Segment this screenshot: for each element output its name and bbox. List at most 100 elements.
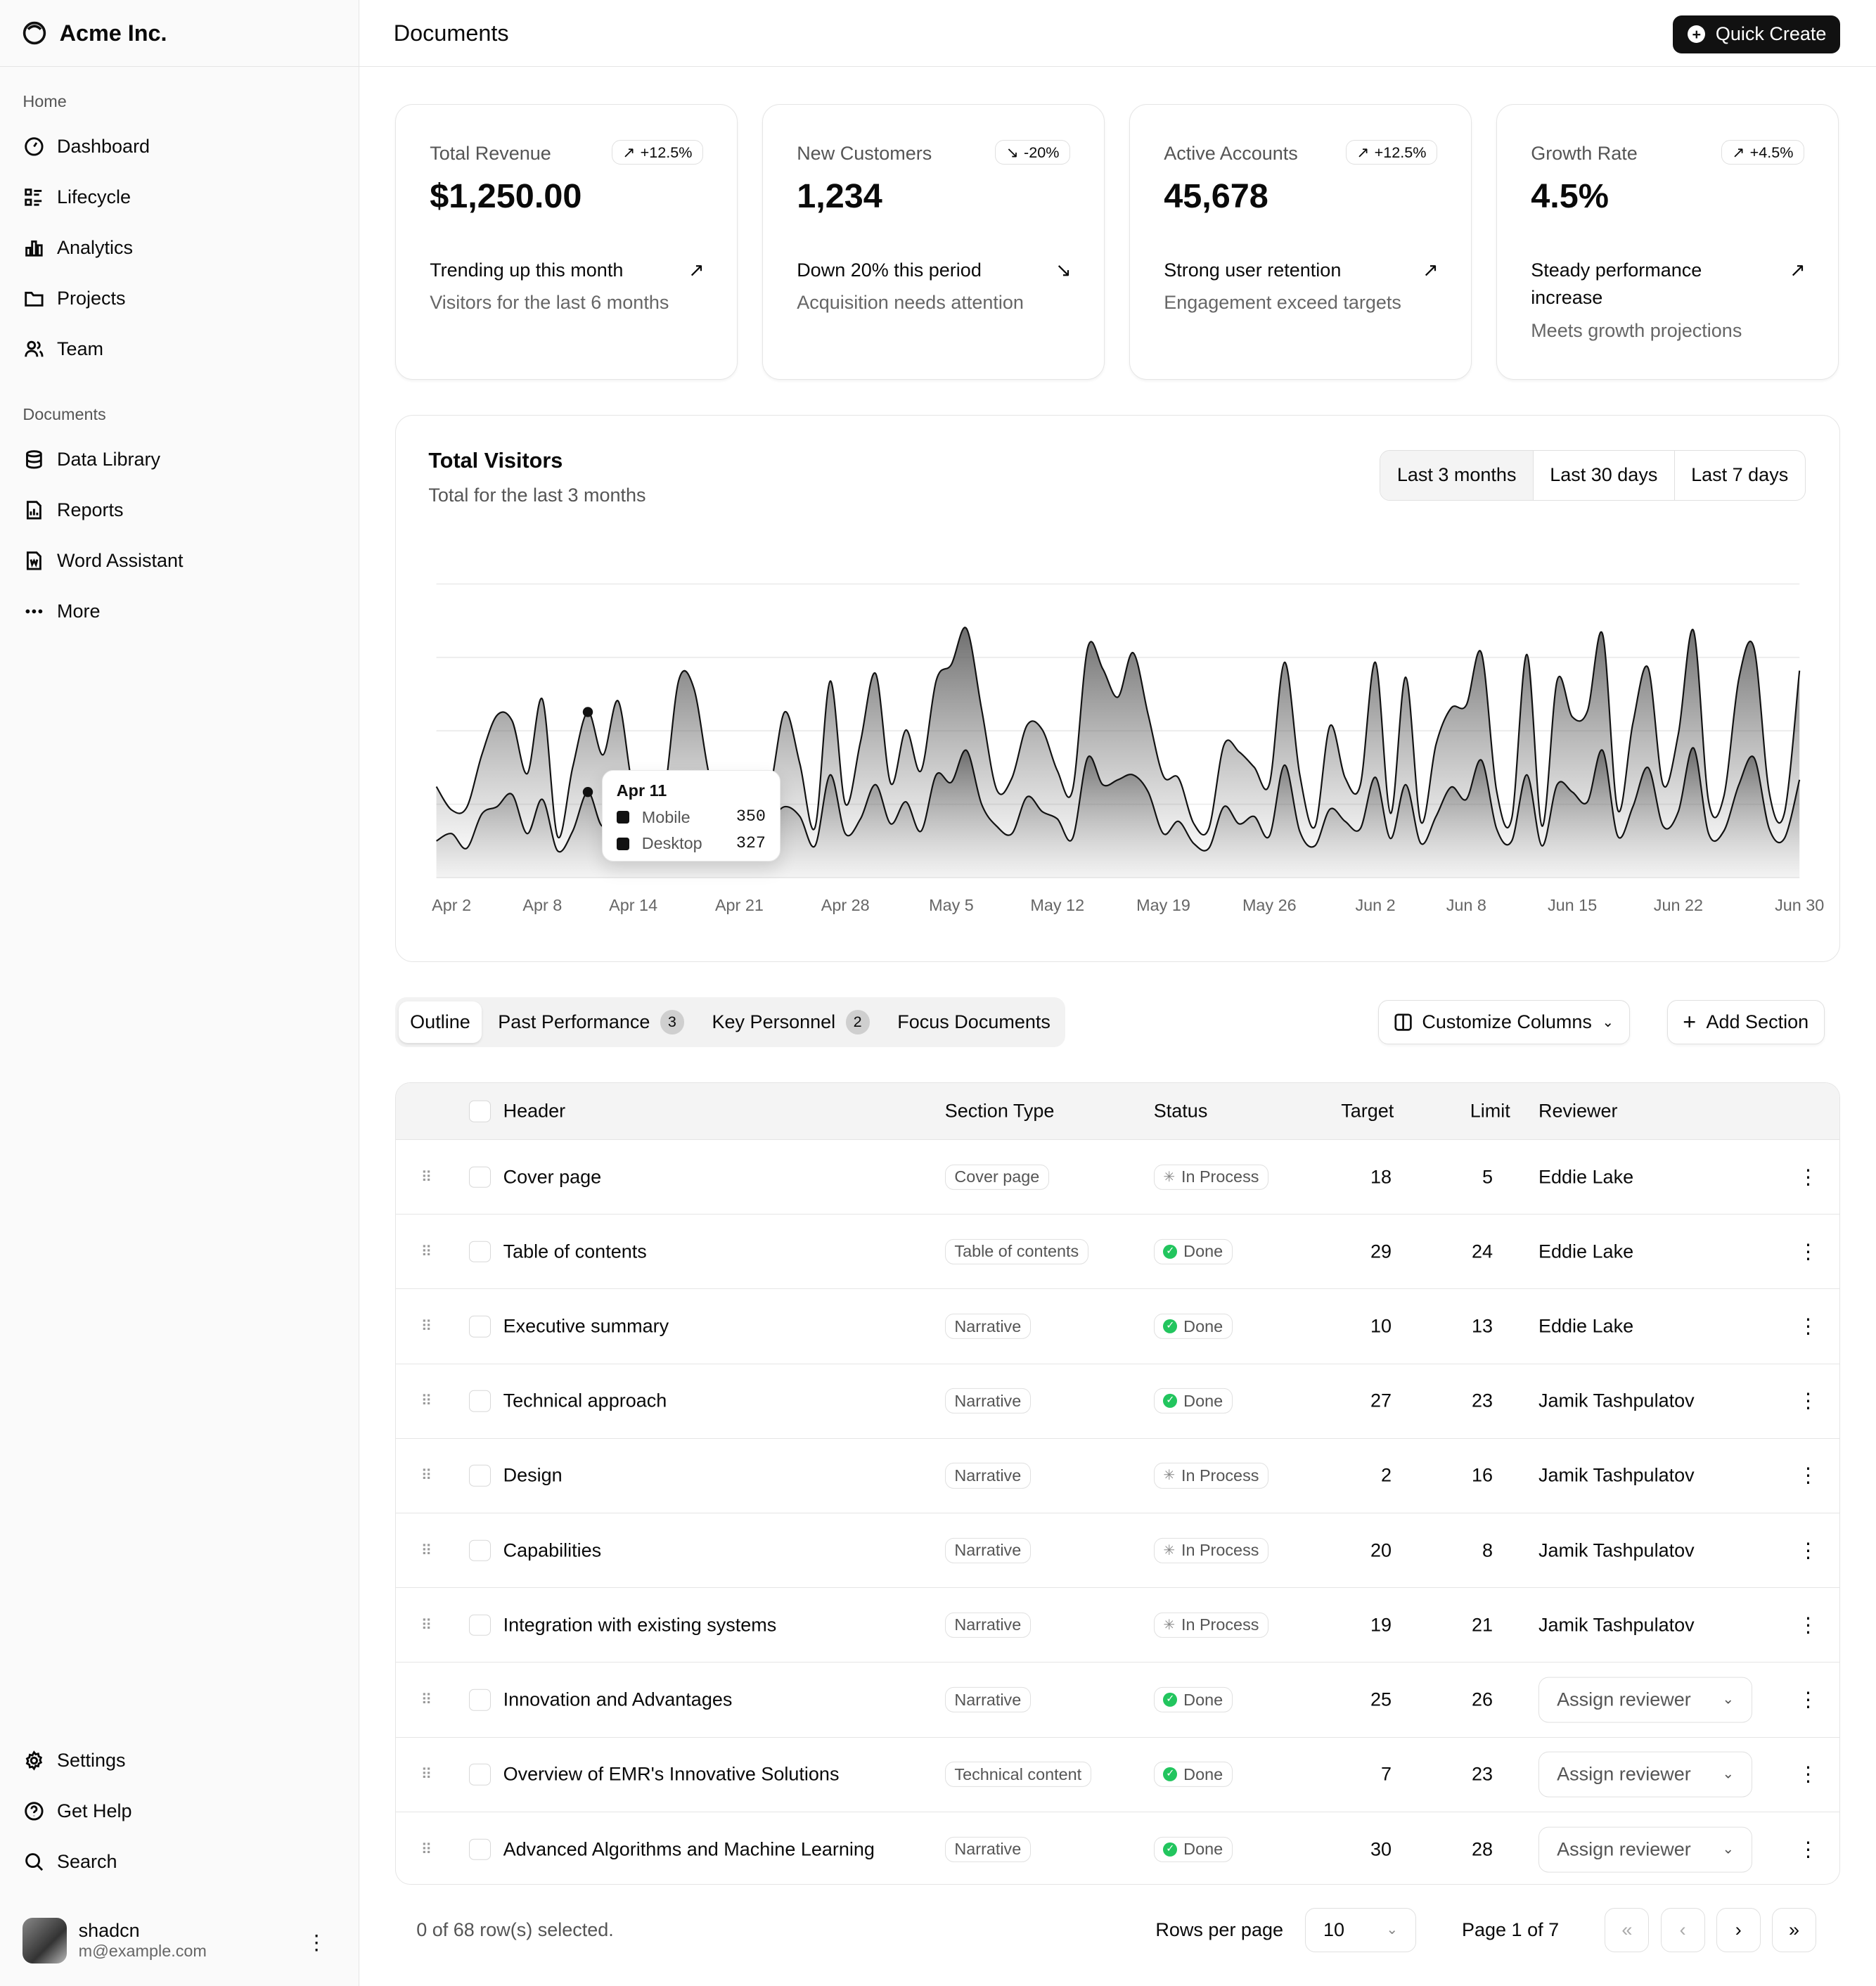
sidebar-item-dashboard[interactable]: Dashboard bbox=[0, 122, 359, 172]
brand[interactable]: Acme Inc. bbox=[0, 0, 359, 68]
user-menu[interactable]: shadcn m@example.com ⋮ bbox=[23, 1915, 339, 1966]
more-vertical-icon[interactable]: ⋮ bbox=[306, 1931, 327, 1954]
row-header[interactable]: Advanced Algorithms and Machine Learning bbox=[503, 1838, 875, 1860]
row-checkbox[interactable] bbox=[468, 1838, 491, 1861]
sidebar-item-more[interactable]: More bbox=[0, 586, 359, 636]
row-header[interactable]: Cover page bbox=[503, 1166, 602, 1188]
limit-value[interactable]: 26 bbox=[1471, 1689, 1493, 1710]
limit-value[interactable]: 21 bbox=[1471, 1614, 1493, 1636]
row-checkbox[interactable] bbox=[468, 1763, 491, 1786]
row-checkbox[interactable] bbox=[468, 1689, 491, 1711]
limit-value[interactable]: 28 bbox=[1471, 1838, 1493, 1860]
row-header[interactable]: Overview of EMR's Innovative Solutions bbox=[503, 1763, 840, 1785]
next-page-button[interactable]: › bbox=[1716, 1907, 1761, 1952]
row-actions-icon[interactable]: ⋮ bbox=[1797, 1464, 1818, 1487]
drag-handle-icon[interactable]: ⠿ bbox=[420, 1242, 432, 1260]
target-value[interactable]: 20 bbox=[1370, 1539, 1392, 1561]
first-page-button[interactable]: « bbox=[1605, 1907, 1650, 1952]
sidebar-item-data-library[interactable]: Data Library bbox=[0, 434, 359, 485]
row-actions-icon[interactable]: ⋮ bbox=[1797, 1763, 1818, 1786]
tab-focus-documents[interactable]: Focus Documents bbox=[886, 1001, 1062, 1043]
target-value[interactable]: 29 bbox=[1370, 1241, 1392, 1262]
limit-value[interactable]: 16 bbox=[1471, 1464, 1493, 1486]
row-checkbox[interactable] bbox=[468, 1315, 491, 1338]
row-header[interactable]: Executive summary bbox=[503, 1315, 669, 1337]
row-actions-icon[interactable]: ⋮ bbox=[1797, 1315, 1818, 1338]
trend-label: Steady performance increase bbox=[1531, 259, 1702, 309]
limit-value[interactable]: 8 bbox=[1482, 1539, 1493, 1561]
drag-handle-icon[interactable]: ⠿ bbox=[420, 1690, 432, 1708]
target-value[interactable]: 18 bbox=[1370, 1166, 1392, 1188]
row-header[interactable]: Table of contents bbox=[503, 1241, 647, 1262]
limit-value[interactable]: 5 bbox=[1482, 1166, 1493, 1188]
row-header[interactable]: Capabilities bbox=[503, 1539, 602, 1561]
assign-reviewer-select[interactable]: Assign reviewer ⌄ bbox=[1538, 1677, 1753, 1723]
target-value[interactable]: 2 bbox=[1380, 1464, 1392, 1486]
limit-value[interactable]: 24 bbox=[1471, 1241, 1493, 1262]
sidebar-item-projects[interactable]: Projects bbox=[0, 274, 359, 324]
target-value[interactable]: 30 bbox=[1370, 1838, 1392, 1860]
sidebar-item-get-help[interactable]: Get Help bbox=[0, 1786, 359, 1837]
row-checkbox[interactable] bbox=[468, 1166, 491, 1188]
row-header[interactable]: Technical approach bbox=[503, 1390, 667, 1411]
drag-handle-icon[interactable]: ⠿ bbox=[420, 1765, 432, 1783]
drag-handle-icon[interactable]: ⠿ bbox=[420, 1615, 432, 1634]
row-checkbox[interactable] bbox=[468, 1539, 491, 1561]
row-actions-icon[interactable]: ⋮ bbox=[1797, 1838, 1818, 1862]
customize-columns-button[interactable]: Customize Columns ⌄ bbox=[1378, 1000, 1630, 1044]
range-option[interactable]: Last 7 days bbox=[1673, 450, 1805, 500]
sidebar-item-word-assistant[interactable]: Word Assistant bbox=[0, 535, 359, 586]
sidebar-item-search[interactable]: Search bbox=[0, 1837, 359, 1888]
row-header[interactable]: Design bbox=[503, 1464, 563, 1486]
row-actions-icon[interactable]: ⋮ bbox=[1797, 1689, 1818, 1712]
row-checkbox[interactable] bbox=[468, 1241, 491, 1263]
add-section-button[interactable]: + Add Section bbox=[1666, 1000, 1825, 1044]
row-actions-icon[interactable]: ⋮ bbox=[1797, 1539, 1818, 1563]
target-value[interactable]: 19 bbox=[1370, 1614, 1392, 1636]
last-page-button[interactable]: » bbox=[1771, 1907, 1816, 1952]
column-header: Reviewer bbox=[1538, 1100, 1618, 1122]
assign-reviewer-select[interactable]: Assign reviewer ⌄ bbox=[1538, 1826, 1753, 1873]
row-checkbox[interactable] bbox=[468, 1614, 491, 1636]
row-actions-icon[interactable]: ⋮ bbox=[1797, 1166, 1818, 1189]
target-value[interactable]: 25 bbox=[1370, 1689, 1392, 1710]
select-placeholder: Assign reviewer bbox=[1557, 1763, 1691, 1785]
range-option[interactable]: Last 3 months bbox=[1380, 450, 1533, 500]
sidebar-item-reports[interactable]: Reports bbox=[0, 485, 359, 535]
drag-handle-icon[interactable]: ⠿ bbox=[420, 1541, 432, 1559]
limit-value[interactable]: 23 bbox=[1471, 1763, 1493, 1785]
sidebar-item-settings[interactable]: Settings bbox=[0, 1736, 359, 1786]
rows-per-page-select[interactable]: 10 ⌄ bbox=[1304, 1907, 1417, 1952]
target-value[interactable]: 7 bbox=[1380, 1763, 1392, 1785]
section-type-badge: Narrative bbox=[944, 1612, 1031, 1638]
tab-key-personnel[interactable]: Key Personnel 2 bbox=[700, 1001, 881, 1043]
drag-handle-icon[interactable]: ⠿ bbox=[420, 1316, 432, 1335]
limit-value[interactable]: 23 bbox=[1471, 1390, 1493, 1411]
tooltip-row-mobile: Mobile 350 bbox=[616, 808, 766, 827]
sidebar-item-team[interactable]: Team bbox=[0, 324, 359, 375]
drag-handle-icon[interactable]: ⠿ bbox=[420, 1466, 432, 1485]
sidebar-item-analytics[interactable]: Analytics bbox=[0, 223, 359, 274]
drag-handle-icon[interactable]: ⠿ bbox=[420, 1167, 432, 1186]
range-option[interactable]: Last 30 days bbox=[1532, 450, 1674, 500]
row-checkbox[interactable] bbox=[468, 1465, 491, 1487]
assign-reviewer-select[interactable]: Assign reviewer ⌄ bbox=[1538, 1751, 1753, 1798]
user-email: m@example.com bbox=[78, 1942, 207, 1961]
row-header[interactable]: Integration with existing systems bbox=[503, 1614, 777, 1636]
row-checkbox[interactable] bbox=[468, 1390, 491, 1412]
row-actions-icon[interactable]: ⋮ bbox=[1797, 1241, 1818, 1264]
row-actions-icon[interactable]: ⋮ bbox=[1797, 1390, 1818, 1413]
target-value[interactable]: 10 bbox=[1370, 1315, 1392, 1337]
select-all-checkbox[interactable] bbox=[468, 1100, 491, 1122]
tab-outline[interactable]: Outline bbox=[398, 1001, 482, 1044]
row-header[interactable]: Innovation and Advantages bbox=[503, 1689, 733, 1710]
target-value[interactable]: 27 bbox=[1370, 1390, 1392, 1411]
tab-past-performance[interactable]: Past Performance 3 bbox=[487, 1001, 695, 1043]
sidebar-item-lifecycle[interactable]: Lifecycle bbox=[0, 172, 359, 223]
drag-handle-icon[interactable]: ⠿ bbox=[420, 1392, 432, 1410]
limit-value[interactable]: 13 bbox=[1471, 1315, 1493, 1337]
row-actions-icon[interactable]: ⋮ bbox=[1797, 1614, 1818, 1637]
previous-page-button[interactable]: ‹ bbox=[1660, 1907, 1705, 1952]
quick-create-button[interactable]: + Quick Create bbox=[1672, 15, 1841, 53]
drag-handle-icon[interactable]: ⠿ bbox=[420, 1840, 432, 1858]
